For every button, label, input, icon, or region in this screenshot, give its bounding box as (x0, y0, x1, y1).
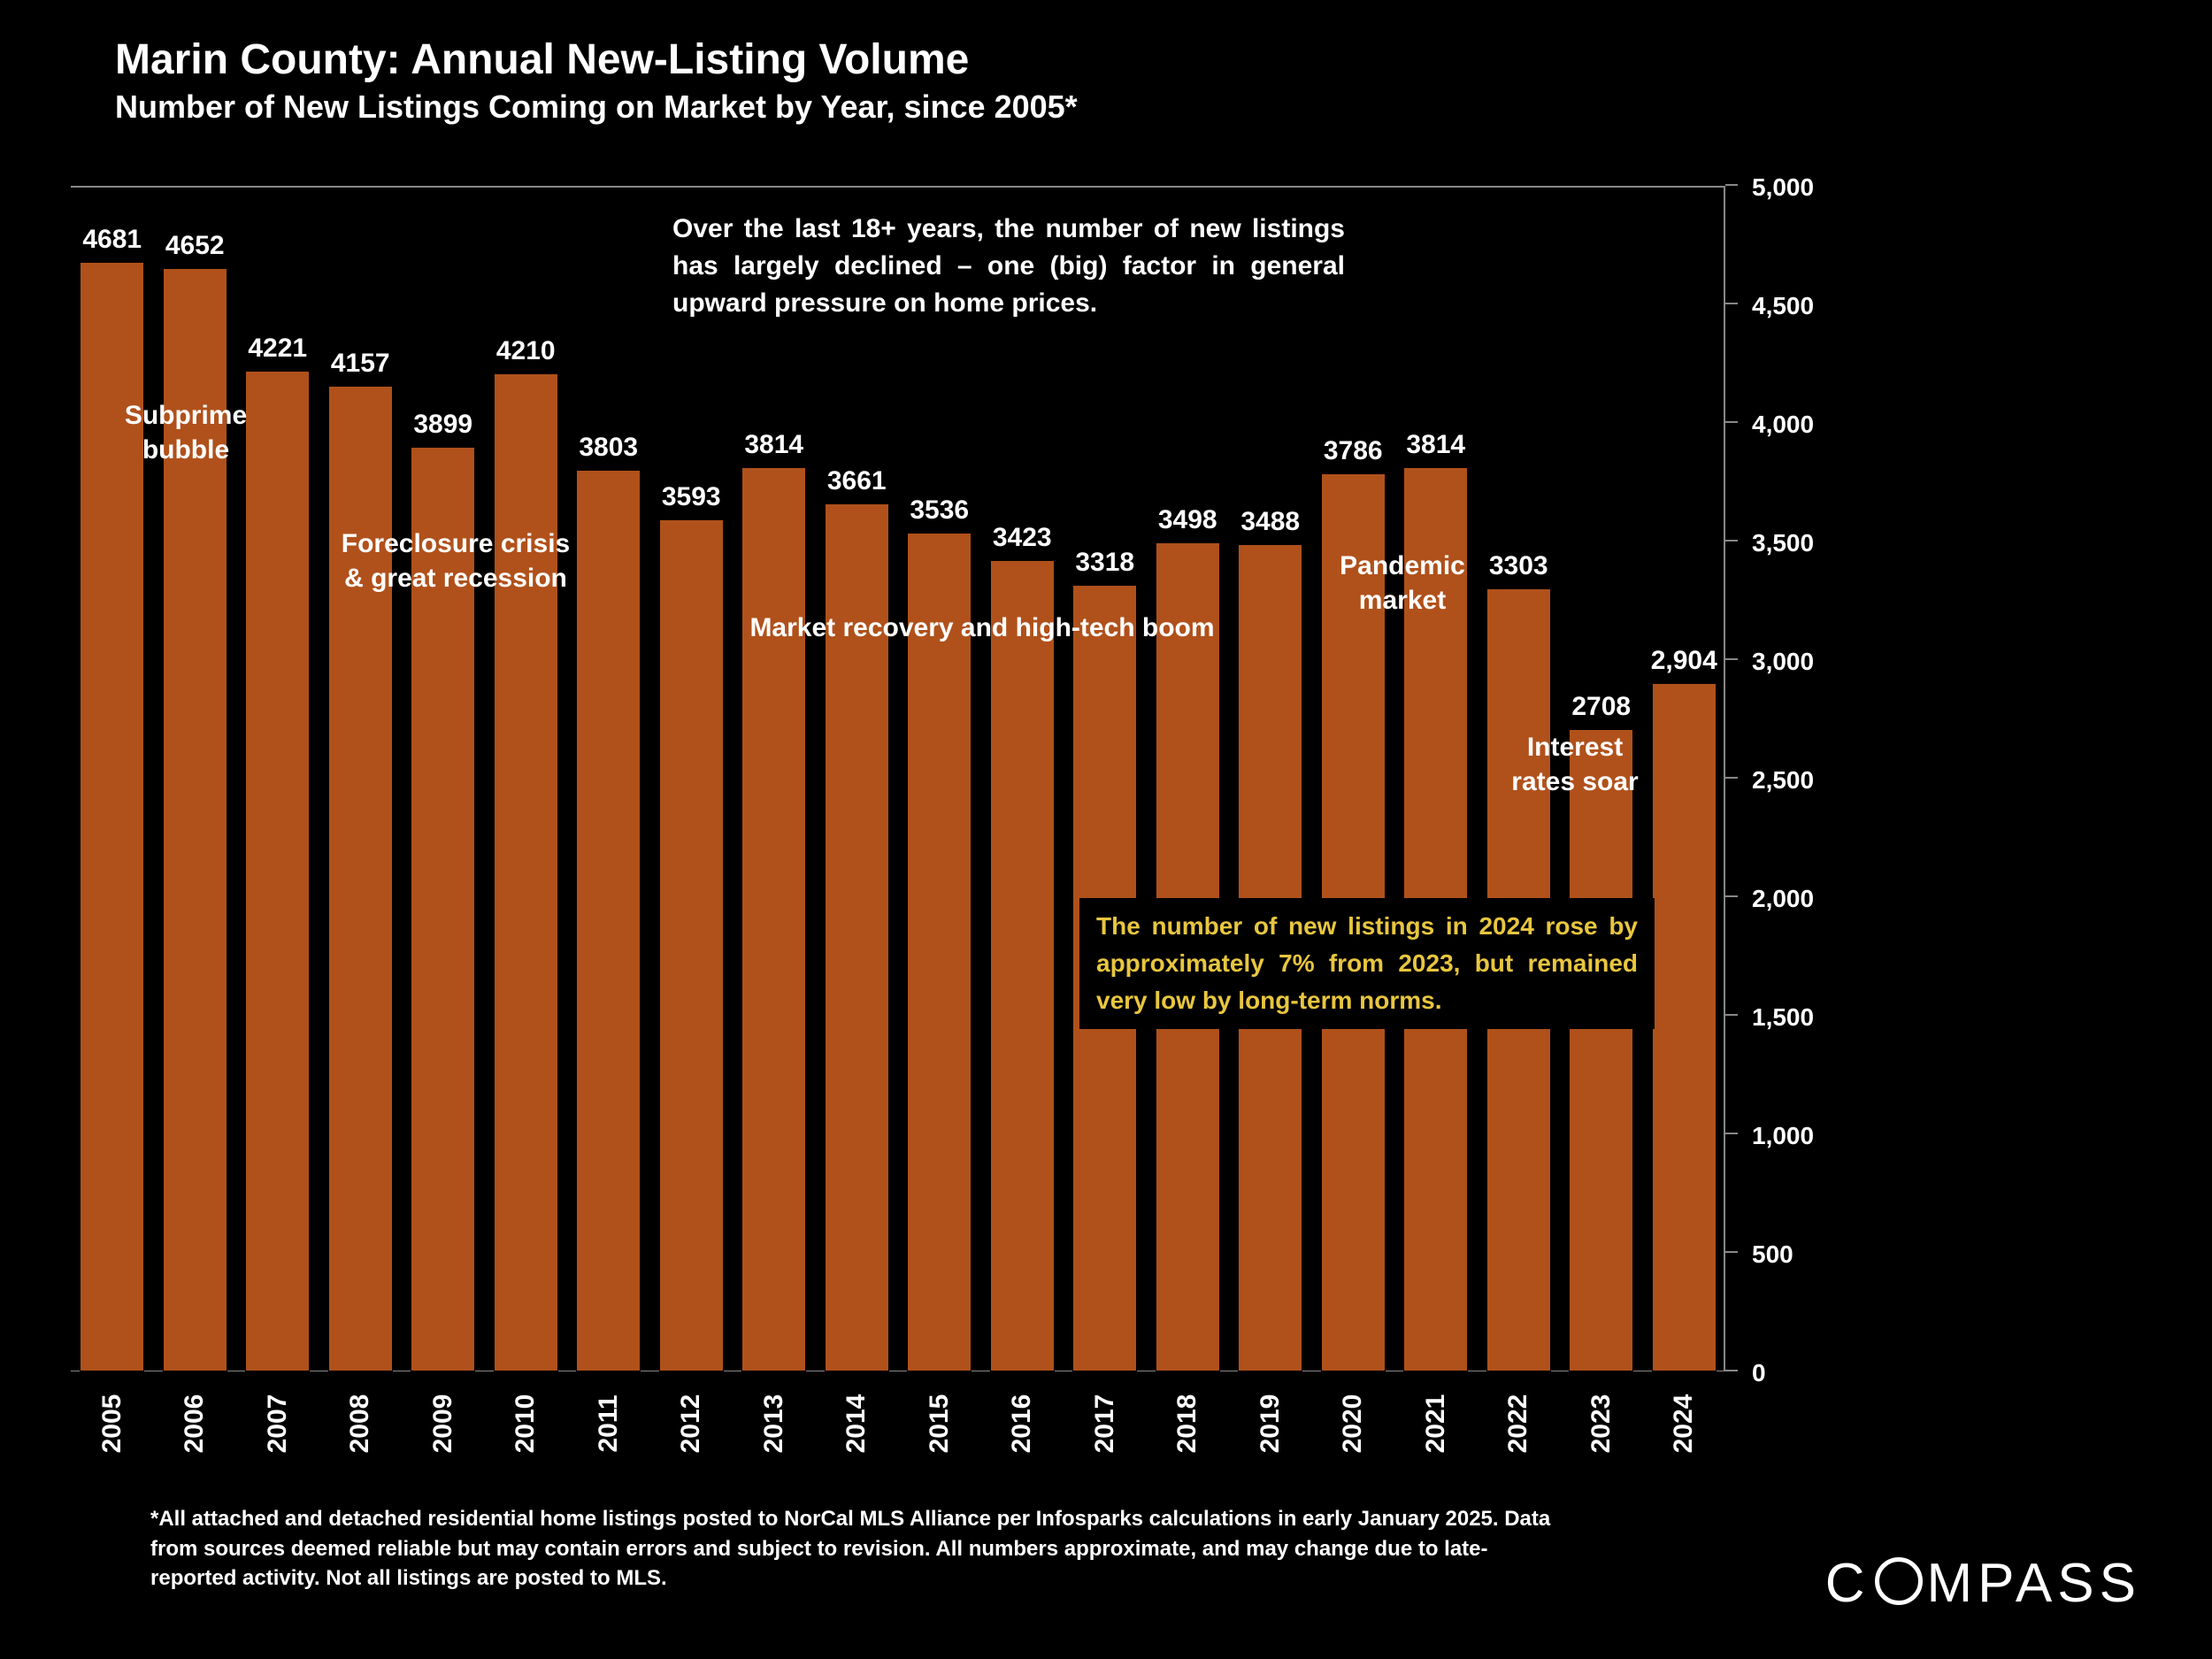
bar-chart: 05001,0001,5002,0002,5003,0003,5004,0004… (71, 186, 1725, 1371)
bar-value-label: 3593 (662, 482, 721, 512)
x-tick-label: 2007 (263, 1388, 293, 1459)
chart-description: Over the last 18+ years, the number of n… (672, 211, 1345, 322)
bar-value-label: 3814 (744, 430, 803, 460)
bar-value-label: 4221 (248, 334, 307, 364)
annotation-pandemic: Pandemic market (1314, 549, 1491, 618)
bar (1569, 729, 1633, 1371)
bar-value-label: 3498 (1158, 505, 1217, 535)
bar-value-label: 4210 (496, 336, 556, 366)
y-tick-label: 5,000 (1752, 173, 1814, 202)
logo-o-icon (1875, 1557, 1923, 1605)
x-tick-label: 2009 (428, 1388, 458, 1459)
bar-value-label: 3536 (910, 495, 969, 526)
x-tick-label: 2021 (1421, 1388, 1451, 1459)
chart-subtitle: Number of New Listings Coming on Market … (115, 88, 1078, 126)
annotation-recovery: Market recovery and high-tech boom (699, 611, 1265, 645)
x-tick-label: 2012 (676, 1388, 706, 1459)
x-tick-label: 2006 (180, 1388, 210, 1459)
bar-value-label: 4681 (82, 225, 142, 255)
y-tick-label: 0 (1752, 1359, 1766, 1387)
footnote: *All attached and detached residential h… (150, 1504, 1566, 1594)
y-tick-label: 500 (1752, 1240, 1793, 1269)
x-tick-label: 2022 (1503, 1388, 1533, 1459)
bar-value-label: 3899 (413, 410, 472, 440)
bar (245, 371, 310, 1371)
chart-title: Marin County: Annual New-Listing Volume (115, 35, 969, 84)
bar-value-label: 3423 (993, 523, 1052, 553)
x-tick-label: 2017 (1090, 1388, 1120, 1459)
compass-logo: CMPASS (1825, 1552, 2141, 1615)
x-tick-label: 2008 (345, 1388, 375, 1459)
bar (494, 373, 558, 1371)
x-tick-label: 2010 (511, 1388, 541, 1459)
bar-value-label: 3661 (827, 466, 887, 496)
x-tick-label: 2023 (1586, 1388, 1617, 1459)
bar-value-label: 3488 (1240, 507, 1300, 537)
annotation-interest: Interest rates soar (1486, 730, 1663, 799)
x-tick-label: 2011 (594, 1388, 624, 1459)
bar-value-label: 4652 (165, 231, 225, 261)
x-tick-label: 2013 (759, 1388, 789, 1459)
callout-box: The number of new listings in 2024 rose … (1079, 898, 1655, 1029)
x-tick-label: 2018 (1172, 1388, 1202, 1459)
x-tick-label: 2019 (1256, 1388, 1286, 1459)
y-tick-label: 4,500 (1752, 292, 1814, 320)
bar-value-label: 3814 (1406, 430, 1465, 460)
x-tick-label: 2005 (97, 1388, 127, 1459)
x-tick-label: 2015 (925, 1388, 955, 1459)
bar-value-label: 2708 (1571, 692, 1631, 722)
x-tick-label: 2020 (1338, 1388, 1368, 1459)
bar (576, 470, 641, 1371)
bar-value-label: 3318 (1075, 548, 1134, 578)
y-tick-label: 1,500 (1752, 1003, 1814, 1032)
y-tick-label: 4,000 (1752, 411, 1814, 439)
x-tick-label: 2016 (1007, 1388, 1037, 1459)
y-tick-label: 3,000 (1752, 648, 1814, 676)
bar (659, 519, 724, 1371)
y-tick-label: 2,500 (1752, 766, 1814, 795)
annotation-subprime: Subprime bubble (88, 398, 283, 467)
y-tick-label: 1,000 (1752, 1122, 1814, 1150)
bar-value-label: 3303 (1489, 551, 1548, 581)
annotation-foreclosure: Foreclosure crisis & great recession (292, 526, 619, 595)
bar-value-label: 3803 (579, 433, 638, 463)
y-tick-label: 2,000 (1752, 885, 1814, 913)
bar (741, 467, 806, 1371)
bar (990, 560, 1055, 1371)
bar-value-label: 4157 (331, 349, 390, 379)
x-tick-label: 2014 (841, 1388, 872, 1459)
bar-value-label: 2,904 (1651, 646, 1717, 676)
bar (907, 533, 972, 1371)
y-tick-label: 3,500 (1752, 529, 1814, 557)
bar-value-label: 3786 (1324, 436, 1383, 466)
x-tick-label: 2024 (1669, 1388, 1699, 1459)
